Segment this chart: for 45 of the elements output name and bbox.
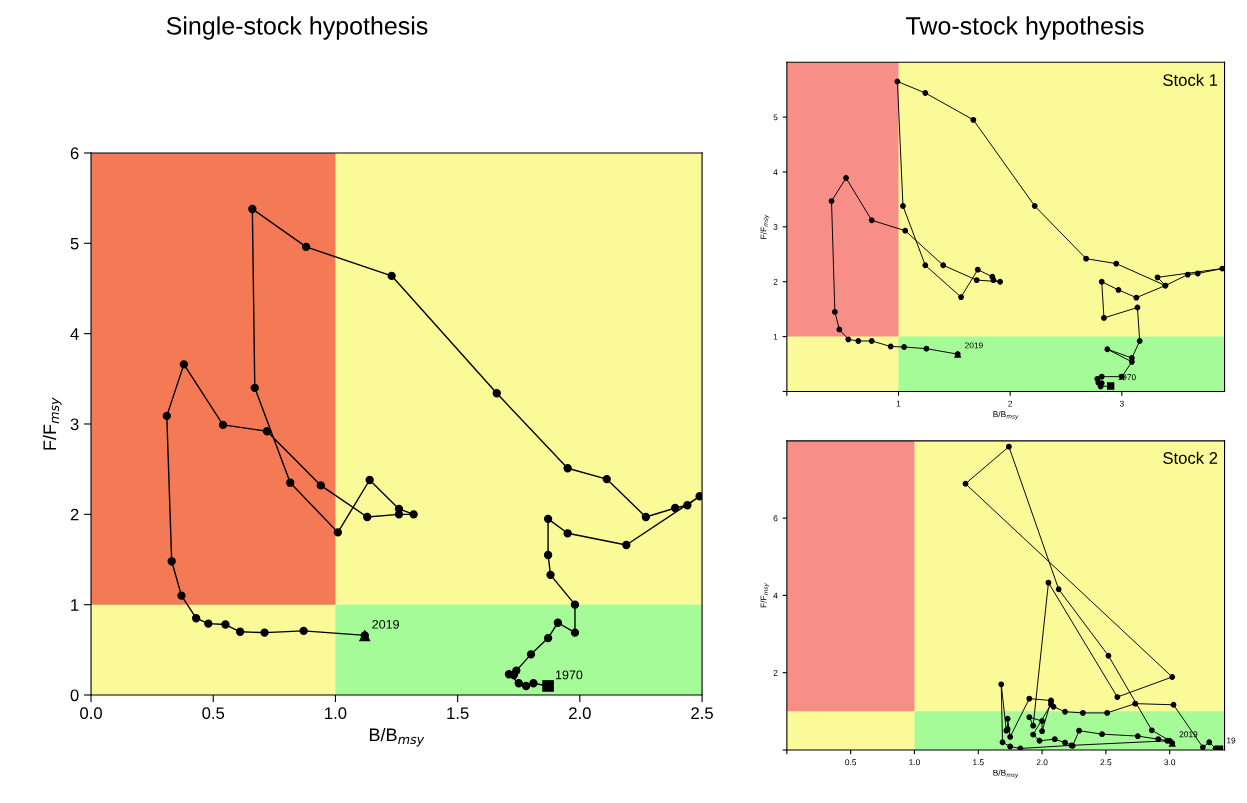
y-tick-label: 2 [773, 278, 778, 285]
x-axis-title: B/B$_{msy}$ [369, 727, 425, 747]
x-tick-label: 2 [1008, 400, 1013, 407]
x-axis-title: B/B$_{msy}$ [993, 411, 1019, 420]
y-tick-label: 1 [773, 333, 778, 340]
y-tick-label: 1 [71, 599, 79, 611]
y-tick-label: 3 [70, 418, 79, 431]
y-axis-title: F/F$_{msy}$ [42, 397, 62, 450]
x-tick-label: 1 [896, 400, 901, 407]
x-tick-label: 0.0 [80, 707, 102, 720]
y-tick-label: 4 [70, 328, 79, 340]
annotation: 2019 [372, 619, 399, 629]
y-tick-label: 6 [773, 515, 778, 522]
y-tick-label: 5 [773, 114, 778, 121]
y-tick-label: 2 [773, 669, 778, 676]
y-tick-label: 5 [70, 237, 79, 250]
x-tick-label: 0.5 [202, 707, 225, 720]
x-tick-label: 1.0 [909, 759, 920, 766]
chart-title: Two-stock hypothesis [906, 16, 1144, 40]
text: Stock 1 [1163, 73, 1218, 86]
y-axis-title: F/F$_{msy}$ [760, 583, 769, 608]
annotation: 2019 [1179, 731, 1198, 738]
annotation: 19 [1227, 737, 1236, 744]
x-tick-label: 0.5 [845, 759, 857, 766]
y-tick-label: 4 [773, 592, 778, 599]
x-tick-label: 2.0 [569, 707, 591, 720]
annotation: 1970 [555, 670, 583, 680]
x-tick-label: 1.5 [447, 707, 469, 720]
y-tick-label: 4 [773, 169, 778, 175]
y-tick-label: 3 [773, 224, 778, 230]
x-axis-title: B/B$_{msy}$ [993, 769, 1019, 779]
y-tick-label: 2 [70, 508, 79, 521]
annotation: 2019 [965, 342, 983, 349]
text: Stock 2 [1163, 451, 1218, 464]
x-tick-label: 3 [1119, 400, 1124, 407]
y-tick-label: 0 [70, 689, 79, 702]
x-tick-label: 2.0 [1036, 759, 1048, 766]
x-tick-label: 2.5 [691, 707, 713, 720]
y-axis-title: F/F$_{msy}$ [760, 214, 769, 239]
x-tick-label: 1.0 [325, 707, 347, 720]
chart-title: Single-stock hypothesis [166, 16, 428, 40]
x-tick-label: 2.5 [1100, 759, 1112, 766]
x-tick-label: 1.5 [973, 759, 984, 766]
x-tick-label: 3.0 [1164, 759, 1176, 766]
y-tick-label: 6 [70, 147, 79, 160]
